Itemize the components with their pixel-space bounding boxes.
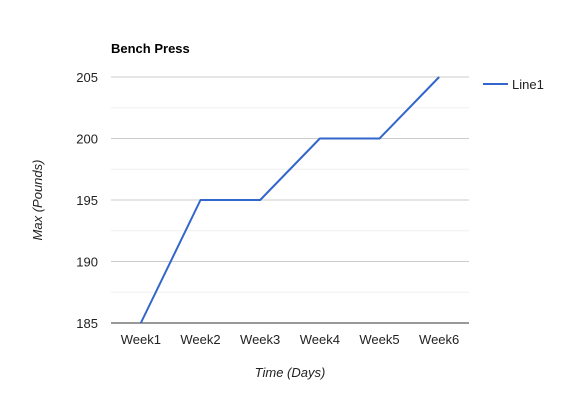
x-tick-label: Week5: [359, 332, 399, 347]
y-tick-label: 195: [76, 193, 98, 208]
y-tick-label: 190: [76, 255, 98, 270]
x-tick-label: Week3: [240, 332, 280, 347]
series-line-1: [139, 76, 440, 324]
x-tick-label: Week1: [121, 332, 161, 347]
legend: Line1: [483, 77, 544, 92]
x-axis-ticks: Week1 Week2 Week3 Week4 Week5 Week6: [121, 332, 460, 347]
x-tick-label: Week2: [180, 332, 220, 347]
gridlines: [111, 76, 469, 324]
x-tick-label: Week4: [300, 332, 340, 347]
x-tick-label: Week6: [419, 332, 459, 347]
y-axis-ticks: 185 190 195 200 205: [76, 70, 98, 331]
x-axis-title: Time (Days): [255, 365, 326, 380]
y-axis-title: Max (Pounds): [30, 160, 45, 241]
y-tick-label: 200: [76, 132, 98, 147]
y-tick-label: 205: [76, 70, 98, 85]
chart-title: Bench Press: [111, 41, 190, 56]
series-lines: [139, 76, 440, 324]
y-tick-label: 185: [76, 316, 98, 331]
legend-label-line1: Line1: [512, 77, 544, 92]
